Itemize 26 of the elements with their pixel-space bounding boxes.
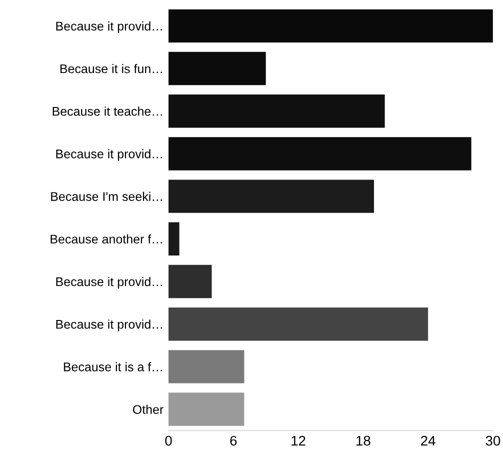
bar [168, 222, 180, 256]
y-tick-label: Because it is fun… [60, 64, 162, 74]
y-tick-label: Because another f… [50, 234, 162, 244]
bar [168, 9, 493, 43]
bar [168, 392, 244, 426]
bar [168, 264, 212, 298]
x-tick-label: 0 [165, 436, 172, 446]
bar [168, 94, 385, 128]
y-tick-label: Because it is a f… [64, 362, 162, 372]
bar [168, 180, 374, 213]
bar [168, 307, 428, 341]
bar [168, 350, 244, 384]
x-tick-label: 30 [486, 436, 500, 446]
bar [168, 52, 266, 86]
y-tick-label: Because it teache… [52, 106, 162, 116]
x-tick-label: 6 [230, 436, 237, 446]
y-tick-label: Because I'm seeki… [51, 192, 162, 201]
x-tick-label: 12 [292, 436, 306, 446]
y-tick-label: Because it provid… [56, 320, 162, 332]
x-tick-label: 24 [421, 436, 436, 446]
y-tick-label: Because it provid… [56, 276, 162, 289]
y-tick-label: Because it provid… [56, 21, 162, 34]
y-tick-label: Because it provid… [56, 149, 162, 161]
y-tick-label: Other [132, 404, 164, 414]
bar [168, 137, 472, 170]
x-tick-label: 18 [356, 436, 370, 446]
